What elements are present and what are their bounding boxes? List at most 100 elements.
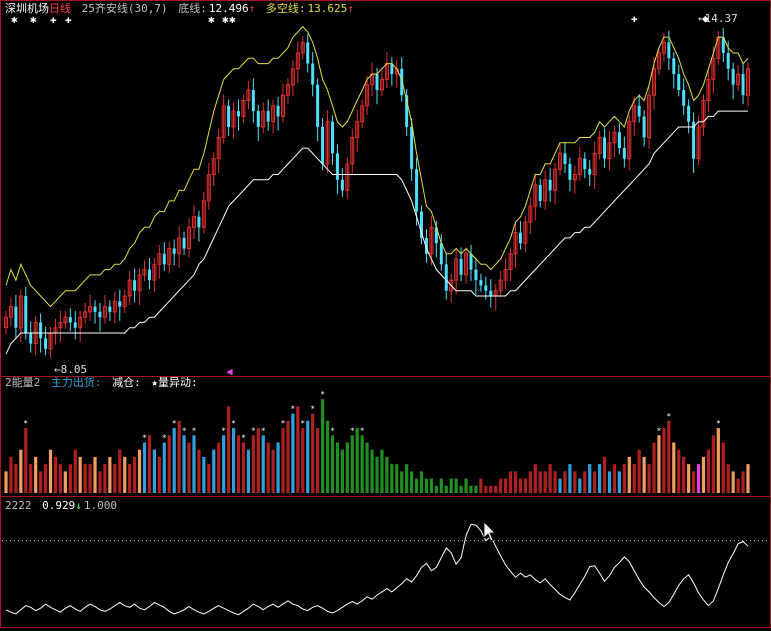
volume-bar [43, 464, 48, 493]
candle-body [513, 232, 518, 255]
candle-body [122, 295, 127, 308]
volume-bar [627, 456, 631, 493]
volume-bar [73, 449, 77, 493]
candle-body [736, 73, 741, 86]
candle-body [330, 121, 334, 154]
candle-body [24, 296, 28, 334]
candle-body [439, 243, 443, 265]
oscillator-panel [2, 521, 769, 616]
period-label: 日线 [49, 2, 71, 15]
volume-bar [29, 464, 33, 493]
candle-body [489, 290, 493, 297]
volume-bar [9, 456, 13, 493]
candle-body [459, 259, 463, 275]
volume-alert-star-icon: * [251, 426, 255, 435]
volume-alert-star-icon: * [241, 434, 245, 443]
volume-bar [251, 435, 255, 493]
volume-alert-star-icon: * [350, 426, 354, 435]
candle-body [231, 110, 236, 128]
signal-star-icon: ✱ [229, 13, 236, 26]
volume-bar [513, 471, 518, 493]
candle-body [177, 237, 182, 255]
volume-bar [355, 428, 359, 493]
candle-body [479, 280, 483, 286]
symbol-name: 深圳机场 [5, 2, 49, 15]
volume-bar [231, 428, 236, 493]
oscillator-header: 2222 0.929↓ 1.000 [5, 499, 121, 512]
volume-bar [192, 435, 196, 493]
volume-bar [296, 406, 300, 493]
candle-body [266, 111, 270, 122]
candle-body [597, 137, 602, 154]
volume-alert-star-icon: * [172, 419, 176, 428]
candle-body [528, 205, 533, 223]
candle-body [127, 279, 132, 297]
candle-body [29, 333, 33, 344]
candle-body [112, 300, 117, 313]
volume-bar [583, 471, 587, 493]
candle-body [454, 258, 459, 281]
candle-body [88, 306, 93, 313]
candle-body [661, 41, 666, 54]
candle-body [211, 158, 216, 176]
volume-bar [236, 435, 241, 493]
volume-bar [548, 464, 552, 493]
volume-bar [479, 478, 483, 493]
volume-bar [494, 485, 498, 493]
candle-body [261, 110, 266, 128]
oscillator-name: 2222 [5, 499, 32, 512]
volume-bar [410, 471, 414, 493]
volume-bar [222, 435, 226, 493]
volume-bar [360, 435, 364, 493]
volume-bar [439, 478, 443, 493]
volume-bar [711, 435, 715, 493]
candle-body [692, 121, 696, 159]
candle-body [682, 89, 686, 106]
volume-bar [98, 471, 102, 493]
volume-bar [647, 464, 651, 493]
candle-body [142, 269, 147, 276]
volume-bar [63, 471, 67, 493]
candle-body [93, 306, 97, 312]
volume-alert-star-icon: * [291, 405, 295, 414]
volume-bar [147, 435, 152, 493]
candle-body [632, 105, 637, 123]
volume-bar [588, 464, 592, 493]
volume-bar [568, 464, 572, 493]
volume-bar [395, 464, 399, 493]
candle-body [484, 285, 488, 291]
volume-bar [227, 406, 231, 493]
volume-bar [311, 413, 315, 493]
volume-bar [687, 464, 691, 493]
volume-bar [78, 456, 82, 493]
candle-body [102, 306, 107, 318]
candle-body [523, 221, 528, 244]
volume-bar [83, 464, 87, 493]
volume-bar [508, 471, 513, 493]
volume-bar [682, 456, 686, 493]
upper-band-line [5, 25, 749, 308]
volume-bar [607, 471, 612, 493]
volume-bar [593, 471, 597, 493]
volume-bar [528, 471, 532, 493]
volume-bar [68, 464, 72, 493]
volume-alert-star-icon: * [330, 426, 334, 435]
volume-bar [617, 471, 621, 493]
volume-bar [691, 471, 696, 493]
candle-body [137, 274, 142, 292]
candle-body [73, 322, 77, 328]
candle-body [637, 105, 641, 117]
candle-body [281, 94, 286, 117]
candle-body [44, 338, 48, 349]
volume-bar [261, 435, 265, 493]
candle-body [201, 200, 206, 228]
volume-bar [271, 449, 275, 493]
candle-body [429, 226, 434, 255]
candle-body [622, 148, 626, 159]
volume-bar [53, 456, 58, 493]
candle-body [741, 74, 745, 96]
volume-bar [504, 478, 508, 493]
bull-bear-label: 多空线: [265, 2, 306, 15]
volume-bar [108, 456, 112, 493]
